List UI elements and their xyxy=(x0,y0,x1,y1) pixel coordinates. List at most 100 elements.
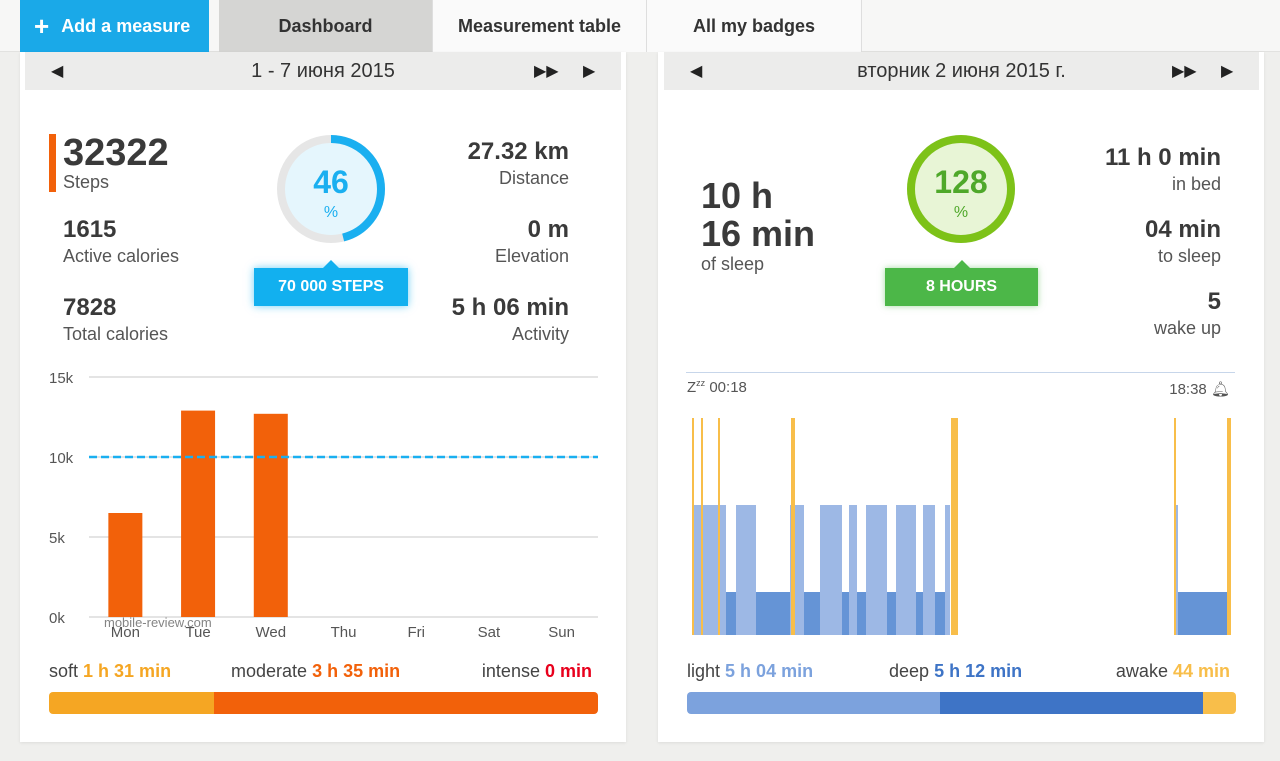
steps-goal-badge[interactable]: 70 000 STEPS xyxy=(254,260,408,306)
steps-value: 32322 xyxy=(63,132,169,174)
deep-sleep-block xyxy=(857,592,866,635)
awake-marker xyxy=(718,418,720,635)
to-sleep-stat: 04 min to sleep xyxy=(1145,218,1221,268)
next-week-icon[interactable]: ▶ xyxy=(583,63,596,80)
moderate-summary: moderate 3 h 35 min xyxy=(231,661,400,682)
bar xyxy=(253,413,288,617)
activity-date-range: 1 - 7 июня 2015 xyxy=(251,59,395,82)
sleep-total-label: of sleep xyxy=(701,254,765,274)
elevation-value: 0 m xyxy=(527,216,569,243)
soft-label: soft xyxy=(49,661,79,681)
in-bed-value: 11 h 0 min xyxy=(1104,144,1221,171)
plus-icon: + xyxy=(34,11,50,41)
steps-label: Steps xyxy=(63,172,110,192)
distance-value: 27.32 km xyxy=(467,138,569,165)
top-bar: + Add a measure Dashboard Measurement ta… xyxy=(0,0,1280,52)
awake-marker xyxy=(692,418,694,635)
add-measure-label: Add a measure xyxy=(61,15,191,36)
sleep-date-bar: вторник 2 июня 2015 г. ◀ ▶▶ ▶ xyxy=(664,52,1259,90)
awake-marker xyxy=(1227,418,1231,635)
light-sleep-block xyxy=(1176,505,1178,635)
y-tick-label: 0k xyxy=(49,610,65,627)
in-bed-label: in bed xyxy=(1171,174,1221,194)
light-label: light xyxy=(687,661,721,681)
sleep-progress-ring: 128 % xyxy=(906,134,1016,244)
deep-label: deep xyxy=(889,661,930,681)
fast-forward-icon[interactable]: ▶▶ xyxy=(1172,63,1197,80)
activity-time-value: 5 h 06 min xyxy=(451,294,569,321)
intense-label: intense xyxy=(481,661,540,681)
light-sleep-block xyxy=(736,505,756,635)
light-sleep-block xyxy=(849,505,857,635)
light-sleep-block xyxy=(923,505,935,635)
watermark-text: mobile-review.com xyxy=(104,615,212,630)
intensity-moderate-segment xyxy=(213,692,598,714)
intensity-soft-segment xyxy=(49,692,214,714)
awake-marker xyxy=(791,418,795,635)
sleep-end-value: 18:38 xyxy=(1169,381,1207,398)
activity-time-label: Activity xyxy=(511,324,569,344)
light-sleep-block xyxy=(945,505,950,635)
awake-label: awake xyxy=(1115,661,1168,681)
steps-ring-value: 46 xyxy=(313,164,349,200)
distance-stat: 27.32 km Distance xyxy=(468,140,569,190)
deep-sleep-block xyxy=(842,592,849,635)
elevation-stat: 0 m Elevation xyxy=(495,218,569,268)
zzz-icon: Z xyxy=(687,379,697,396)
sleep-total-stat: 10 h 16 min of sleep xyxy=(701,178,815,276)
sleep-goal-badge[interactable]: 8 HOURS xyxy=(885,260,1038,306)
deep-sleep-block xyxy=(1178,592,1227,635)
total-calories-stat: 7828 Total calories xyxy=(63,296,168,346)
active-calories-value: 1615 xyxy=(63,216,117,243)
y-tick-label: 10k xyxy=(49,450,74,467)
sleep-ring-arc xyxy=(907,135,1015,243)
deep-sleep-block xyxy=(887,592,896,635)
moderate-value: 3 h 35 min xyxy=(312,661,401,681)
deep-sleep-block xyxy=(756,592,790,635)
sleep-ring-percent: % xyxy=(953,204,969,221)
activity-card: 1 - 7 июня 2015 ◀ ▶▶ ▶ 32322 Steps 1615 … xyxy=(20,52,626,742)
sleep-timeline-top-rule xyxy=(686,372,1235,373)
light-sleep-block xyxy=(820,505,842,635)
sleep-end-time: 18:38 🔔︎ xyxy=(1169,380,1230,398)
awake-value: 44 min xyxy=(1172,661,1230,681)
steps-ring-arc xyxy=(277,135,385,243)
sleep-ring-value: 128 xyxy=(934,164,988,200)
total-calories-label: Total calories xyxy=(63,324,169,344)
soft-value: 1 h 31 min xyxy=(83,661,172,681)
deep-sleep-block xyxy=(726,592,736,635)
add-measure-button[interactable]: + Add a measure xyxy=(20,0,209,52)
awake-marker xyxy=(951,418,958,635)
x-tick-label: Sat xyxy=(478,624,501,641)
sleep-start-value: 00:18 xyxy=(709,379,747,396)
tab-all-my-badges[interactable]: All my badges xyxy=(647,0,862,52)
x-tick-label: Fri xyxy=(407,624,425,641)
tab-measurement-table[interactable]: Measurement table xyxy=(433,0,647,52)
steps-bar-chart: 0k 5k 10k 15k Mon Tue Wed Thu Fri Sat Sun xyxy=(49,370,598,641)
steps-ring-percent: % xyxy=(323,204,339,221)
x-tick-label: Thu xyxy=(331,624,357,641)
sleep-total-hours: 10 h xyxy=(701,175,774,216)
steps-accent-bar xyxy=(49,134,56,192)
deep-summary: deep 5 h 12 min xyxy=(889,661,1022,682)
sleep-start-time: Zzz 00:18 xyxy=(687,378,747,396)
deep-sleep-block xyxy=(804,592,820,635)
prev-week-icon[interactable]: ◀ xyxy=(51,63,64,80)
sleep-card: вторник 2 июня 2015 г. ◀ ▶▶ ▶ 10 h 16 mi… xyxy=(658,52,1264,742)
intense-summary: intense 0 min xyxy=(482,661,592,682)
prev-day-icon[interactable]: ◀ xyxy=(690,63,703,80)
next-day-icon[interactable]: ▶ xyxy=(1221,63,1234,80)
elevation-label: Elevation xyxy=(494,246,569,266)
wake-up-stat: 5 wake up xyxy=(1154,290,1221,340)
to-sleep-label: to sleep xyxy=(1157,246,1221,266)
in-bed-stat: 11 h 0 min in bed xyxy=(1105,146,1221,196)
tab-dashboard[interactable]: Dashboard xyxy=(219,0,433,52)
sleep-total-minutes: 16 min xyxy=(701,213,816,254)
to-sleep-value: 04 min xyxy=(1144,216,1221,243)
fast-forward-icon[interactable]: ▶▶ xyxy=(534,63,559,80)
light-sleep-block xyxy=(896,505,916,635)
intense-value: 0 min xyxy=(544,661,592,681)
awake-marker xyxy=(1174,418,1176,635)
sleep-phase-bar xyxy=(687,692,1236,714)
awake-marker xyxy=(701,418,703,635)
